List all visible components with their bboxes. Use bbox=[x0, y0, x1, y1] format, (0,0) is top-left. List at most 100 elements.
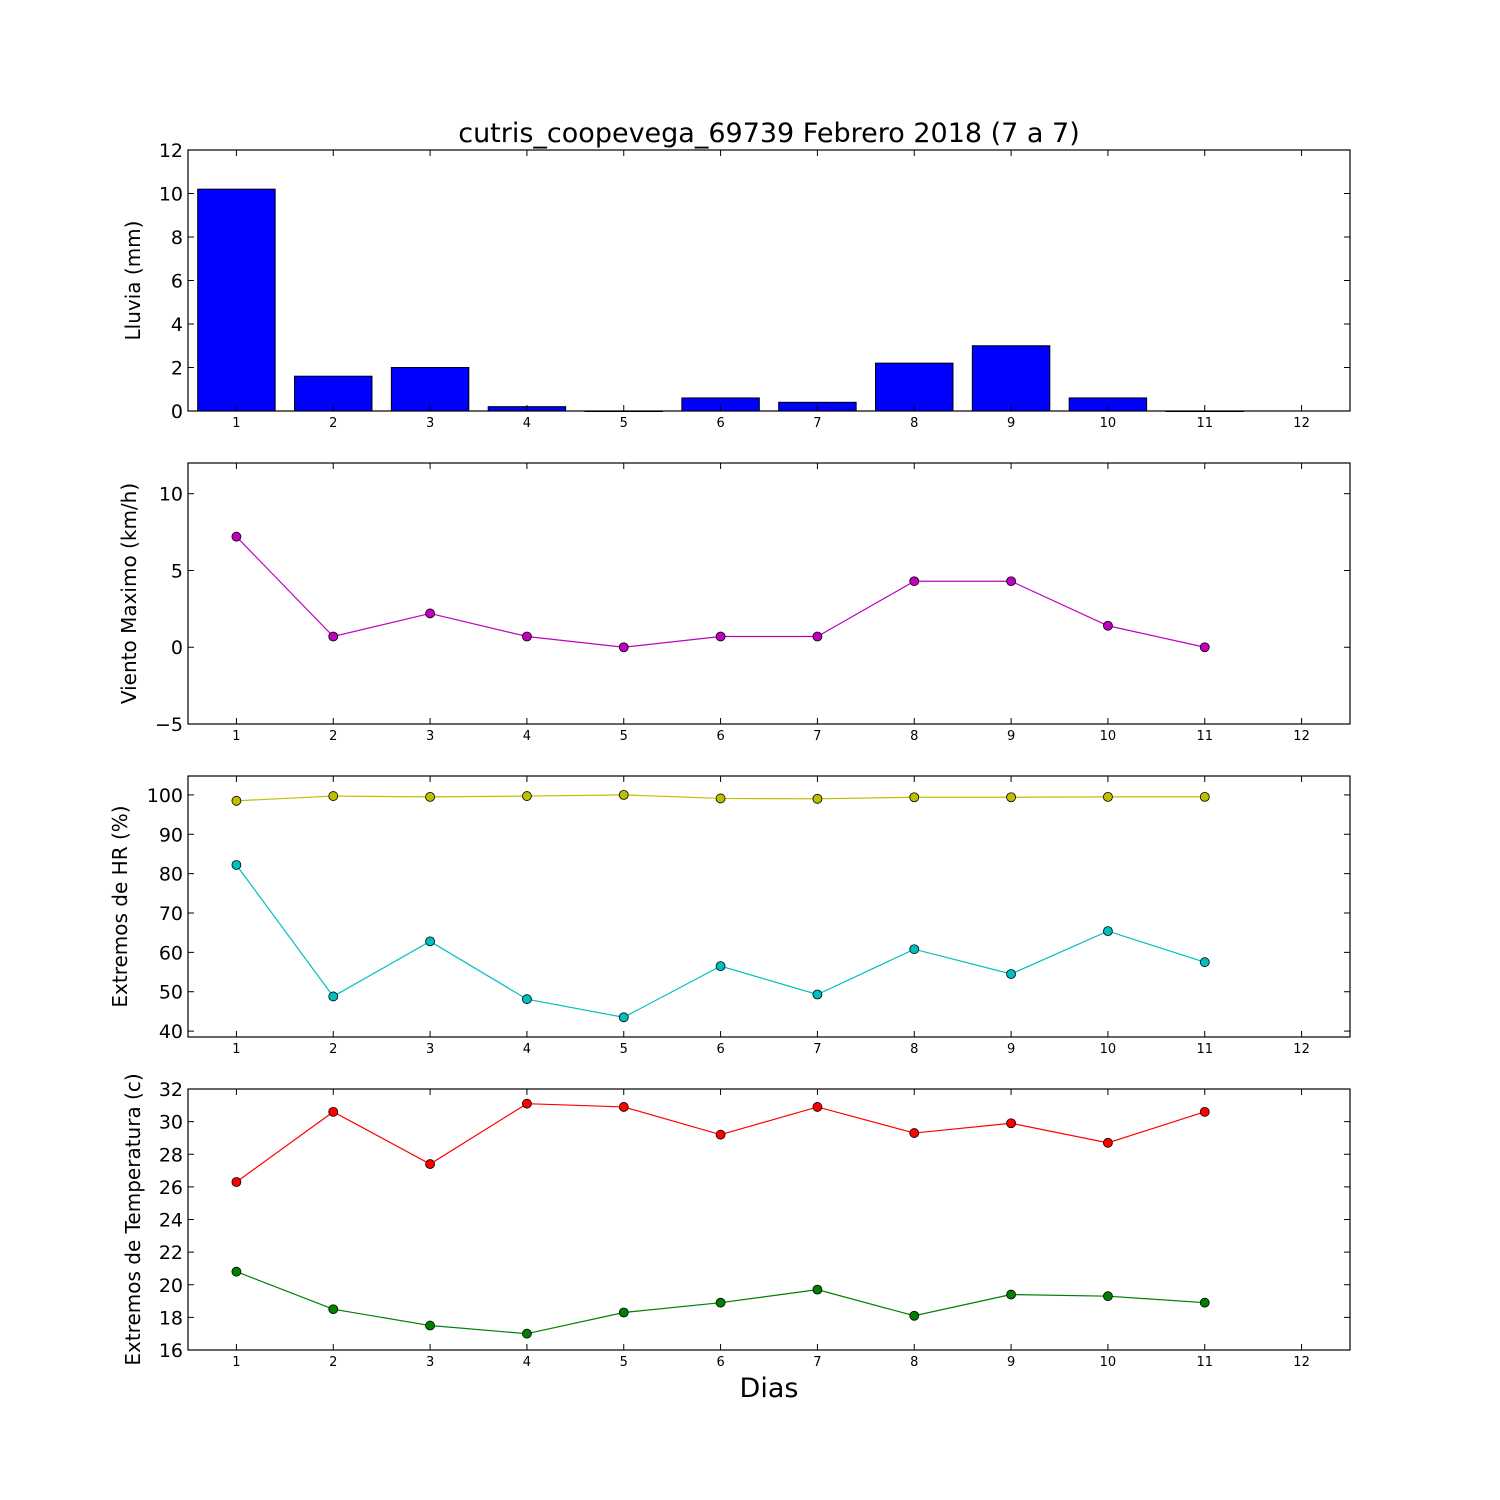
x-tick-label: 3 bbox=[426, 729, 434, 744]
x-tick-label: 9 bbox=[1007, 416, 1015, 431]
data-point bbox=[715, 1297, 726, 1308]
data-point bbox=[425, 1159, 435, 1169]
data-point bbox=[618, 789, 629, 800]
x-tick-label: 1 bbox=[232, 729, 240, 744]
y-tick-label: 90 bbox=[159, 824, 183, 846]
data-point bbox=[715, 793, 726, 804]
data-point bbox=[425, 936, 435, 947]
y-tick-label: 2 bbox=[171, 358, 183, 380]
x-tick-label: 3 bbox=[426, 1355, 434, 1370]
data-point bbox=[1199, 791, 1210, 802]
data-point bbox=[328, 1106, 339, 1117]
data-point bbox=[1103, 926, 1113, 937]
y-tick-label: 4 bbox=[171, 314, 183, 336]
data-point bbox=[1006, 1118, 1016, 1129]
x-tick-label: 11 bbox=[1196, 1042, 1213, 1057]
data-point bbox=[231, 1177, 242, 1187]
x-tick-label: 5 bbox=[620, 1355, 628, 1370]
x-tick-label: 3 bbox=[426, 416, 434, 431]
y-tick-label: 0 bbox=[171, 401, 183, 423]
data-point bbox=[522, 994, 532, 1005]
chart-title: cutris_coopevega_69739 Febrero 2018 (7 a… bbox=[458, 118, 1080, 149]
y-tick-label: 12 bbox=[159, 140, 183, 162]
y-tick-label: 0 bbox=[171, 637, 183, 659]
data-point bbox=[618, 1102, 629, 1112]
x-tick-label: 11 bbox=[1196, 416, 1213, 431]
y-axis-label: Viento Maximo (km/h) bbox=[117, 483, 141, 704]
y-tick-label: 50 bbox=[159, 982, 183, 1004]
data-point bbox=[812, 1102, 823, 1112]
bar bbox=[971, 345, 1051, 412]
x-tick-label: 9 bbox=[1007, 1355, 1015, 1370]
x-tick-label: 2 bbox=[329, 416, 337, 431]
x-tick-label: 2 bbox=[329, 1042, 337, 1057]
x-tick-label: 2 bbox=[329, 1355, 337, 1370]
y-tick-label: 26 bbox=[159, 1177, 183, 1199]
data-point bbox=[909, 792, 920, 803]
subplot-4: 1 2 3 4 5 6 7 8 9 10 11 12161820222426283032Extremo… bbox=[121, 1073, 1351, 1370]
y-tick-label: 60 bbox=[159, 942, 183, 964]
data-point bbox=[328, 631, 339, 642]
x-tick-label: 6 bbox=[716, 416, 724, 431]
data-point bbox=[1006, 576, 1016, 587]
x-tick-label: 10 bbox=[1100, 1355, 1117, 1370]
y-tick-label: 10 bbox=[159, 184, 183, 206]
axes-frame bbox=[187, 775, 1351, 1038]
y-tick-label: 8 bbox=[171, 227, 183, 249]
data-point bbox=[715, 961, 726, 972]
data-point bbox=[328, 1304, 339, 1315]
x-tick-label: 3 bbox=[426, 1042, 434, 1057]
data-point bbox=[522, 631, 532, 642]
x-tick-label: 4 bbox=[523, 1355, 531, 1370]
y-tick-label: 30 bbox=[159, 1112, 183, 1134]
x-tick-label: 6 bbox=[716, 1042, 724, 1057]
data-point bbox=[425, 791, 435, 802]
x-tick-label: 1 bbox=[232, 1042, 240, 1057]
data-point bbox=[522, 1328, 532, 1339]
data-point bbox=[1103, 1137, 1113, 1148]
data-point bbox=[909, 576, 920, 587]
data-point bbox=[1199, 642, 1210, 653]
data-point bbox=[1006, 792, 1016, 803]
x-tick-label: 12 bbox=[1293, 1355, 1310, 1370]
x-tick-label: 4 bbox=[523, 416, 531, 431]
x-tick-label: 11 bbox=[1196, 1355, 1213, 1370]
x-tick-label: 1 bbox=[232, 1355, 240, 1370]
y-tick-label: 18 bbox=[159, 1307, 183, 1329]
data-point bbox=[618, 1012, 629, 1023]
y-tick-label: 80 bbox=[159, 864, 183, 886]
y-tick-label: 40 bbox=[159, 1021, 183, 1043]
data-point bbox=[812, 631, 823, 642]
data-point bbox=[425, 1320, 435, 1331]
x-tick-label: 7 bbox=[813, 1355, 821, 1370]
data-point bbox=[231, 1266, 242, 1277]
x-tick-label: 6 bbox=[716, 1355, 724, 1370]
data-point bbox=[618, 642, 629, 653]
x-tick-label: 4 bbox=[523, 1042, 531, 1057]
x-tick-label: 12 bbox=[1293, 416, 1310, 431]
y-axis-label: Lluvia (mm) bbox=[121, 221, 145, 341]
x-tick-label: 7 bbox=[813, 416, 821, 431]
data-point bbox=[1199, 1297, 1210, 1308]
x-tick-label: 12 bbox=[1293, 1042, 1310, 1057]
data-point bbox=[618, 1307, 629, 1318]
x-tick-label: 10 bbox=[1100, 416, 1117, 431]
x-tick-label: 11 bbox=[1196, 729, 1213, 744]
bar bbox=[390, 367, 470, 412]
data-point bbox=[328, 991, 339, 1002]
data-point bbox=[812, 989, 823, 1000]
x-tick-label: 6 bbox=[716, 729, 724, 744]
x-tick-label: 10 bbox=[1100, 729, 1117, 744]
data-point bbox=[522, 791, 532, 801]
x-tick-label: 8 bbox=[910, 416, 918, 431]
x-tick-label: 7 bbox=[813, 1042, 821, 1057]
data-point bbox=[909, 1128, 920, 1138]
x-tick-label: 2 bbox=[329, 729, 337, 744]
y-axis-label: Extremos de HR (%) bbox=[108, 805, 132, 1007]
data-point bbox=[909, 944, 920, 955]
